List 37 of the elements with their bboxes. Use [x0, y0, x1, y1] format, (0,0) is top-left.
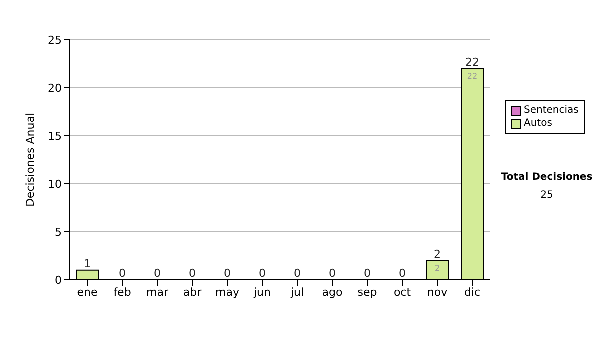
total-label: 0	[119, 267, 126, 280]
legend-label: Sentencias	[524, 104, 579, 117]
total-label: 0	[329, 267, 336, 280]
data-label: 22	[467, 72, 478, 81]
y-tick-label: 10	[48, 178, 62, 191]
data-label: 2	[434, 264, 440, 273]
legend-label: Autos	[524, 117, 552, 130]
x-tick-label: sep	[358, 286, 378, 299]
x-tick-label: nov	[427, 286, 448, 299]
total-label: 2	[434, 248, 441, 261]
y-tick-label: 20	[48, 82, 62, 95]
text: Total Decisiones	[500, 172, 594, 183]
total-label: 0	[364, 267, 371, 280]
total-label: 0	[294, 267, 301, 280]
x-tick-label: oct	[394, 286, 412, 299]
y-tick-label: 5	[55, 226, 62, 239]
total-label: 0	[399, 267, 406, 280]
total-label: 22	[466, 56, 480, 69]
y-tick-label: 15	[48, 130, 62, 143]
x-tick-label: abr	[183, 286, 202, 299]
y-axis-title: Decisiones Anual	[24, 112, 37, 208]
total-label: 0	[259, 267, 266, 280]
y-tick-label: 0	[55, 274, 62, 287]
x-tick-label: ago	[322, 286, 343, 299]
x-tick-label: jun	[253, 286, 272, 299]
total-label: 0	[154, 267, 161, 280]
y-tick-label: 25	[48, 34, 62, 47]
total-label: 0	[189, 267, 196, 280]
x-tick-label: jul	[290, 286, 304, 299]
x-tick-label: ene	[77, 286, 98, 299]
total-label: 1	[84, 257, 91, 270]
x-tick-label: may	[216, 286, 240, 299]
text: 25	[540, 190, 554, 201]
x-tick-label: mar	[146, 286, 169, 299]
x-tick-label: dic	[464, 286, 481, 299]
total-label: 0	[224, 267, 231, 280]
x-tick-label: feb	[114, 286, 132, 299]
